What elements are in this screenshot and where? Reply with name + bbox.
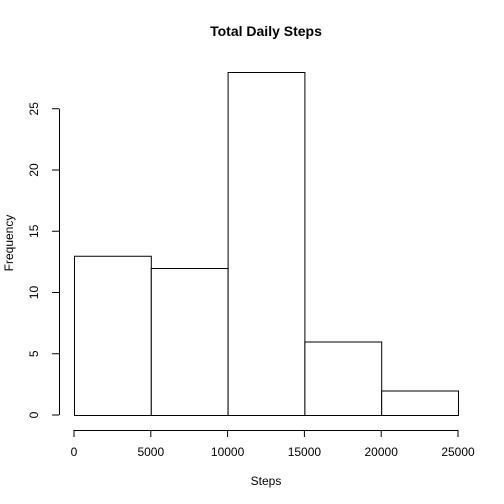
x-axis: 0 5000 10000 15000 20000 25000: [71, 430, 475, 459]
x-axis-label: Steps: [251, 474, 282, 488]
x-tick-label-1: 5000: [137, 445, 164, 459]
histogram-bar-2: [227, 72, 306, 416]
y-axis-label: Frequency: [2, 215, 16, 272]
histogram-bars: [74, 72, 460, 416]
histogram-bar-3: [304, 341, 383, 416]
histogram-bar-4: [381, 390, 460, 416]
x-tick-label-0: 0: [71, 445, 78, 459]
histogram-bar-0: [74, 255, 152, 416]
x-tick-label-3: 15000: [288, 445, 322, 459]
y-tick-label-3: 15: [27, 224, 41, 238]
chart-title: Total Daily Steps: [210, 23, 322, 39]
y-tick-label-5: 25: [27, 102, 41, 116]
x-tick-label-2: 10000: [211, 445, 245, 459]
y-axis: 0 5 10 15 20 25: [27, 102, 60, 418]
y-tick-label-2: 10: [27, 286, 41, 300]
x-tick-label-4: 20000: [365, 445, 399, 459]
histogram-bar-1: [150, 268, 229, 416]
y-tick-label-4: 20: [27, 163, 41, 177]
y-tick-label-1: 5: [27, 350, 41, 357]
y-tick-label-0: 0: [27, 411, 41, 418]
x-tick-label-5: 25000: [441, 445, 475, 459]
